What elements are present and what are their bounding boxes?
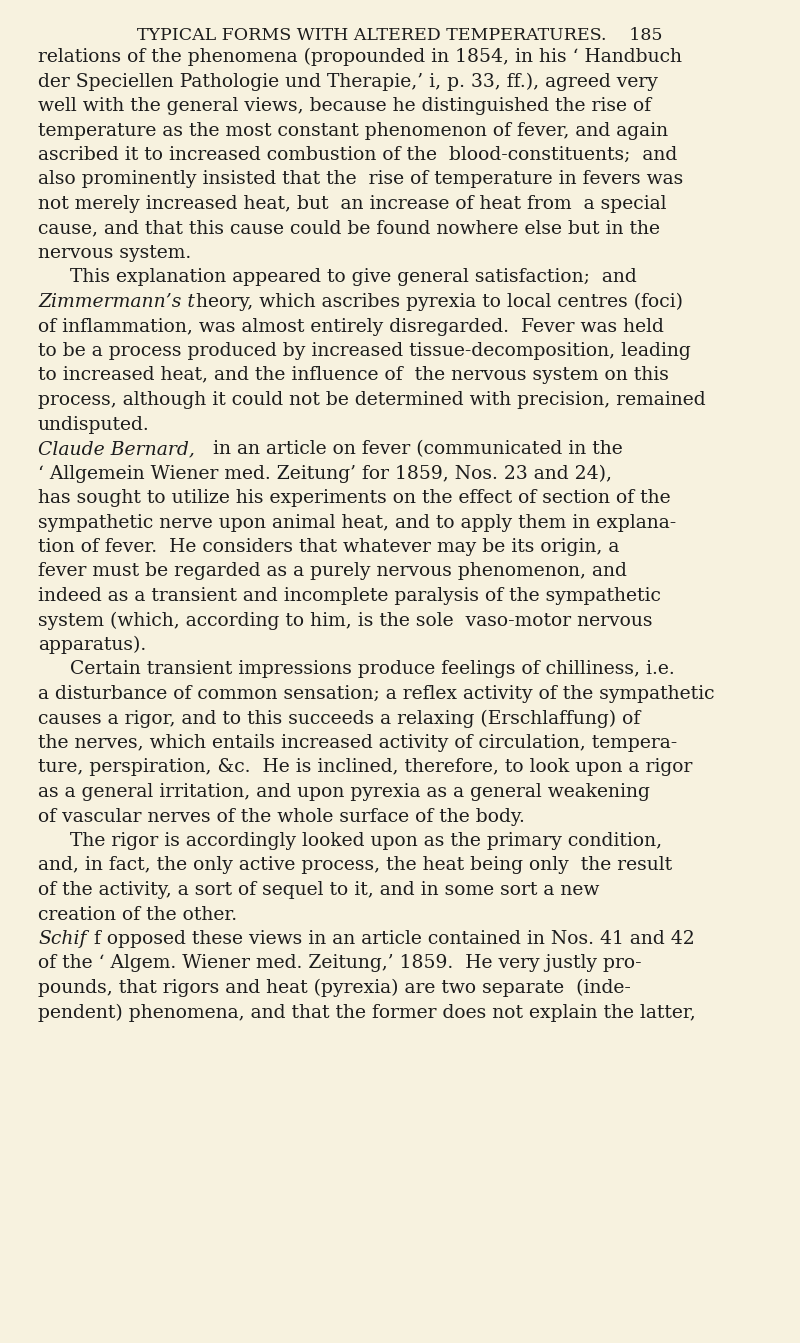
Text: heory, which ascribes pyrexia to local centres (foci): heory, which ascribes pyrexia to local c… [195, 293, 682, 312]
Text: as a general irritation, and upon pyrexia as a general weakening: as a general irritation, and upon pyrexi… [38, 783, 650, 800]
Text: Claude Bernard,: Claude Bernard, [38, 441, 195, 458]
Text: to increased heat, and the influence of  the nervous system on this: to increased heat, and the influence of … [38, 367, 669, 384]
Text: well with the general views, because he distinguished the rise of: well with the general views, because he … [38, 97, 651, 115]
Text: This explanation appeared to give general satisfaction;  and: This explanation appeared to give genera… [70, 269, 637, 286]
Text: and, in fact, the only active process, the heat being only  the result: and, in fact, the only active process, t… [38, 857, 672, 874]
Text: TYPICAL FORMS WITH ALTERED TEMPERATURES.  185: TYPICAL FORMS WITH ALTERED TEMPERATURES.… [138, 27, 662, 44]
Text: Zimmermann’s t: Zimmermann’s t [38, 293, 195, 312]
Text: tion of fever.  He considers that whatever may be its origin, a: tion of fever. He considers that whateve… [38, 539, 619, 556]
Text: to be a process produced by increased tissue-decomposition, leading: to be a process produced by increased ti… [38, 342, 690, 360]
Text: pendent) phenomena, and that the former does not explain the latter,: pendent) phenomena, and that the former … [38, 1003, 696, 1022]
Text: f opposed these views in an article contained in Nos. 41 and 42: f opposed these views in an article cont… [94, 929, 695, 948]
Text: fever must be regarded as a purely nervous phenomenon, and: fever must be regarded as a purely nervo… [38, 563, 627, 580]
Text: nervous system.: nervous system. [38, 244, 191, 262]
Text: process, although it could not be determined with precision, remained: process, although it could not be determ… [38, 391, 706, 410]
Text: ture, perspiration, &c.  He is inclined, therefore, to look upon a rigor: ture, perspiration, &c. He is inclined, … [38, 759, 692, 776]
Text: of vascular nerves of the whole surface of the body.: of vascular nerves of the whole surface … [38, 807, 525, 826]
Text: apparatus).: apparatus). [38, 637, 146, 654]
Text: ‘ Allgemein Wiener med. Zeitung’ for 1859, Nos. 23 and 24),: ‘ Allgemein Wiener med. Zeitung’ for 185… [38, 465, 612, 482]
Text: Certain transient impressions produce feelings of chilliness, i.e.: Certain transient impressions produce fe… [70, 661, 674, 678]
Text: creation of the other.: creation of the other. [38, 905, 237, 924]
Text: sympathetic nerve upon animal heat, and to apply them in explana-: sympathetic nerve upon animal heat, and … [38, 513, 676, 532]
Text: not merely increased heat, but  an increase of heat from  a special: not merely increased heat, but an increa… [38, 195, 666, 214]
Text: ascribed it to increased combustion of the  blood-constituents;  and: ascribed it to increased combustion of t… [38, 146, 678, 164]
Text: the nerves, which entails increased activity of circulation, tempera-: the nerves, which entails increased acti… [38, 735, 678, 752]
Text: The rigor is accordingly looked upon as the primary condition,: The rigor is accordingly looked upon as … [70, 833, 662, 850]
Text: also prominently insisted that the  rise of temperature in fevers was: also prominently insisted that the rise … [38, 171, 683, 188]
Text: pounds, that rigors and heat (pyrexia) are two separate  (inde-: pounds, that rigors and heat (pyrexia) a… [38, 979, 631, 998]
Text: of inflammation, was almost entirely disregarded.  Fever was held: of inflammation, was almost entirely dis… [38, 317, 664, 336]
Text: of the ‘ Algem. Wiener med. Zeitung,’ 1859.  He very justly pro-: of the ‘ Algem. Wiener med. Zeitung,’ 18… [38, 955, 642, 972]
Text: in an article on fever (communicated in the: in an article on fever (communicated in … [206, 441, 622, 458]
Text: der Speciellen Pathologie und Therapie,’ i, p. 33, ff.), agreed very: der Speciellen Pathologie und Therapie,’… [38, 73, 658, 91]
Text: temperature as the most constant phenomenon of fever, and again: temperature as the most constant phenome… [38, 121, 668, 140]
Text: Schif: Schif [38, 929, 86, 948]
Text: undisputed.: undisputed. [38, 415, 150, 434]
Text: relations of the phenomena (propounded in 1854, in his ‘ Handbuch: relations of the phenomena (propounded i… [38, 48, 682, 66]
Text: a disturbance of common sensation; a reflex activity of the sympathetic: a disturbance of common sensation; a ref… [38, 685, 714, 702]
Text: of the activity, a sort of sequel to it, and in some sort a new: of the activity, a sort of sequel to it,… [38, 881, 599, 898]
Text: system (which, according to him, is the sole  vaso-motor nervous: system (which, according to him, is the … [38, 611, 653, 630]
Text: indeed as a transient and incomplete paralysis of the sympathetic: indeed as a transient and incomplete par… [38, 587, 661, 604]
Text: causes a rigor, and to this succeeds a relaxing (Erschlaffung) of: causes a rigor, and to this succeeds a r… [38, 709, 640, 728]
Text: has sought to utilize his experiments on the effect of section of the: has sought to utilize his experiments on… [38, 489, 670, 508]
Text: cause, and that this cause could be found nowhere else but in the: cause, and that this cause could be foun… [38, 219, 660, 238]
